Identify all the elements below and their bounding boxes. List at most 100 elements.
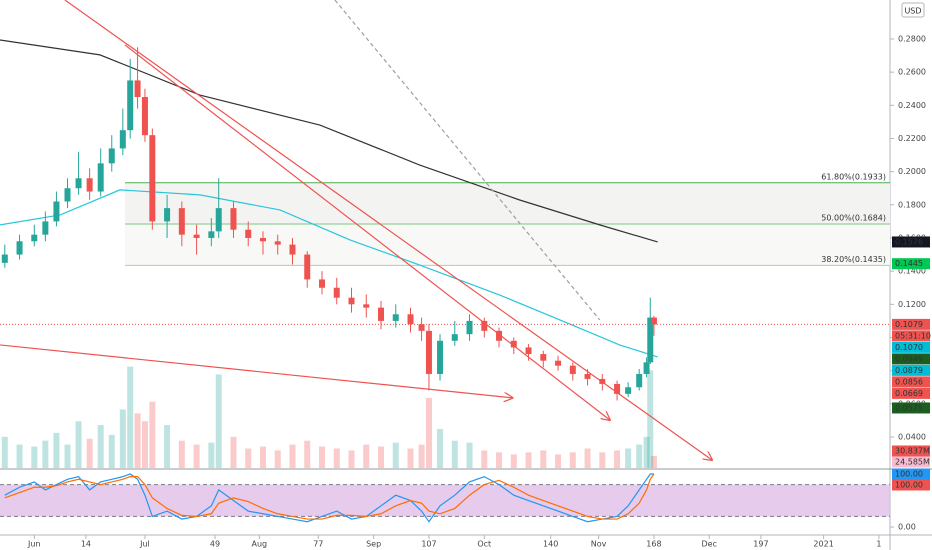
candle-body (31, 234, 38, 242)
stoch-label-box (892, 479, 930, 491)
price-label-box (892, 258, 930, 270)
x-tick-label: Nov (591, 540, 607, 549)
candle-body (333, 287, 340, 298)
candle-body (97, 163, 104, 192)
volume-bar (569, 452, 576, 468)
candle-body (363, 304, 370, 308)
volume-bar (437, 429, 444, 468)
volume-bar (378, 446, 385, 468)
volume-bar (392, 442, 399, 468)
trend-line (334, 0, 601, 321)
volume-bar (466, 442, 473, 468)
candle-body (599, 378, 606, 384)
x-tick-label: Aug (251, 540, 267, 549)
candle-body (245, 229, 252, 238)
candle-body (625, 387, 632, 394)
candle-body (141, 97, 148, 136)
x-tick-label: 197 (753, 540, 768, 549)
volume-bar (555, 454, 562, 468)
volume-bar (348, 450, 355, 468)
candle-body (108, 148, 115, 164)
volume-bar (425, 397, 432, 468)
stoch-label: 100.00 (895, 469, 923, 478)
stoch-tick-label: 0.00 (898, 523, 916, 532)
y-tick-label: 0.2200 (898, 134, 926, 143)
moving-average (0, 189, 658, 358)
volume-bar (1, 436, 8, 468)
price-label-box (892, 353, 930, 365)
candle-body (215, 208, 222, 232)
volume-bar (363, 444, 370, 468)
candle-body (510, 340, 517, 348)
trend-line (0, 344, 512, 398)
volume-bar (127, 366, 134, 468)
volume-bar (304, 440, 311, 468)
candle-body (1, 254, 8, 263)
candle-body (348, 297, 355, 305)
volume-bar (134, 413, 141, 468)
y-tick-label: 0.1200 (898, 300, 926, 309)
price-label-box (892, 376, 930, 388)
x-tick-label: 77 (313, 540, 323, 549)
volume-label-box (892, 456, 930, 468)
candle-body (650, 317, 657, 325)
candle-body (451, 334, 458, 341)
candle-body (193, 234, 200, 238)
x-tick-label: Sep (366, 540, 381, 549)
price-label-box (892, 236, 930, 248)
x-tick-label: Jul (139, 540, 150, 549)
x-tick-label: 49 (210, 540, 220, 549)
candle-body (230, 208, 237, 230)
volume-bar (333, 448, 340, 468)
candle-body (86, 178, 93, 192)
fib-label: 50.00%(0.1684) (821, 214, 886, 223)
countdown-box (892, 330, 930, 342)
volume-bar (451, 440, 458, 468)
y-tick-label: 0.2800 (898, 34, 926, 43)
price-label: 0.0949 (895, 354, 923, 363)
fib-zone (125, 182, 891, 225)
volume-bar (540, 450, 547, 468)
price-label: 0.1070 (895, 343, 923, 352)
candle-body (407, 314, 414, 325)
fib-zone (125, 224, 891, 266)
x-tick-label: 1 (876, 540, 881, 549)
volume-bar (245, 448, 252, 468)
volume-bar (614, 450, 621, 468)
candle-body (481, 320, 488, 331)
candle-body (318, 279, 325, 288)
candle-body (53, 201, 60, 222)
volume-bar (193, 444, 200, 468)
candle-body (127, 80, 134, 131)
fib-label: 61.80%(0.1933) (821, 172, 886, 181)
candle-body (259, 237, 266, 242)
stoch-label-box (892, 468, 930, 480)
price-label: 0.0879 (895, 366, 923, 375)
candle-body (643, 362, 650, 374)
candle-body (437, 340, 444, 374)
candle-body (274, 241, 281, 245)
x-tick-label: 14 (81, 540, 91, 549)
candle-body (584, 373, 591, 379)
volume-label: 30.837M (895, 446, 930, 455)
price-label: 0.1445 (895, 259, 923, 268)
volume-bar (208, 442, 215, 468)
currency-box[interactable] (901, 2, 925, 18)
price-label-box (892, 341, 930, 353)
candle-body (614, 383, 621, 394)
volume-bar (496, 452, 503, 468)
volume-bar (418, 444, 425, 468)
x-tick-label: 168 (646, 540, 661, 549)
candle-body (164, 208, 171, 222)
volume-bar (318, 446, 325, 468)
volume-bar (230, 436, 237, 468)
volume-bar (525, 452, 532, 468)
candle-body (304, 254, 311, 280)
volume-bar (164, 425, 171, 468)
x-tick-label: 107 (421, 540, 436, 549)
price-label: 0.0669 (895, 389, 923, 398)
volume-bar (274, 450, 281, 468)
volume-bar (86, 438, 93, 468)
